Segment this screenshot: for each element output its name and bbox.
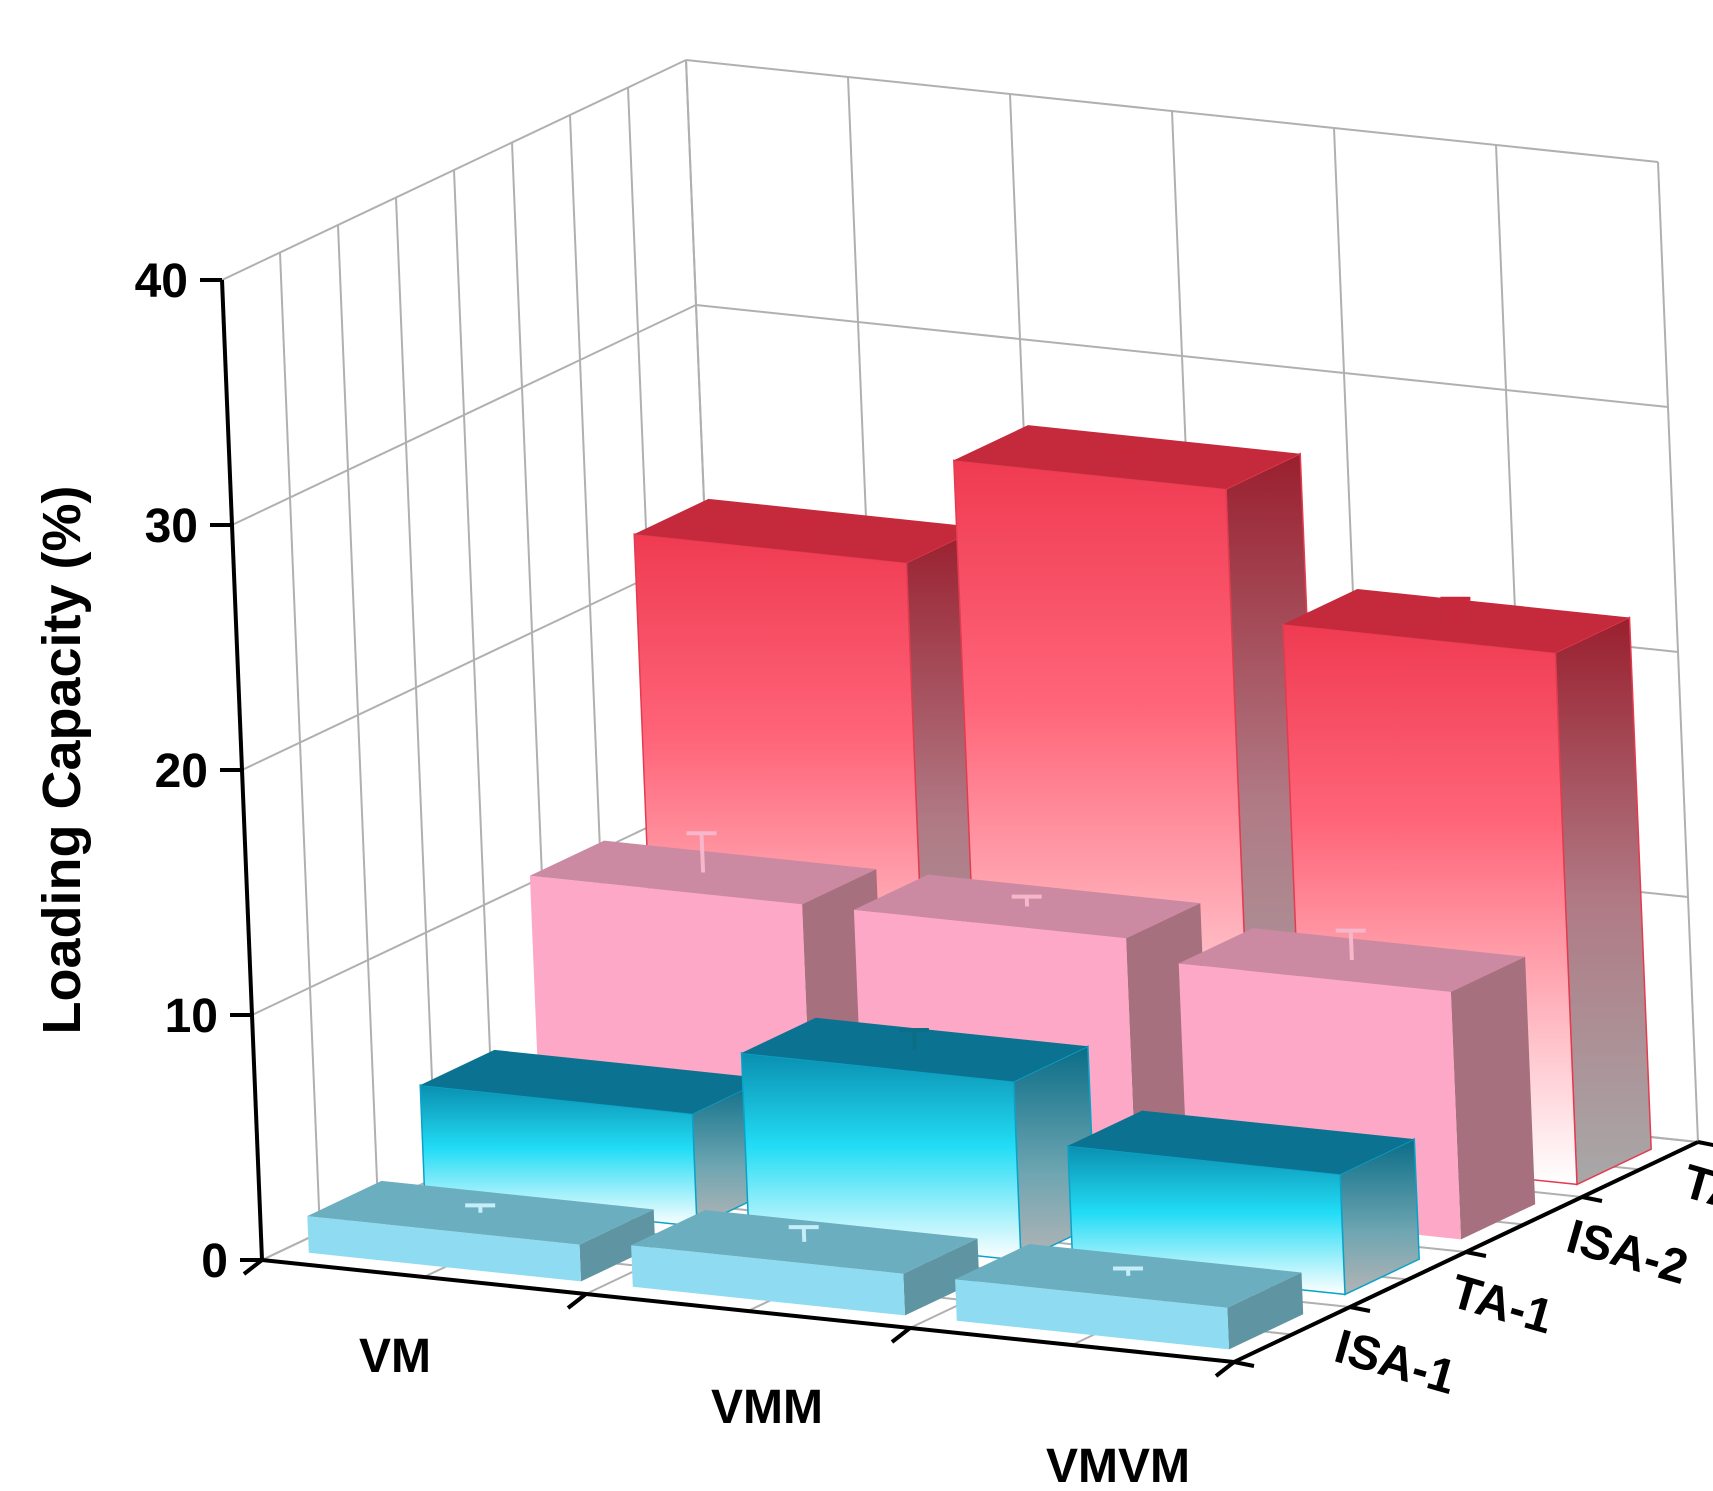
y-axis-tick	[1233, 1360, 1255, 1368]
bar-isa-1-vm	[307, 1180, 656, 1282]
bar-side-face	[1450, 956, 1536, 1240]
y-axis-tick	[1581, 1195, 1603, 1203]
z-tick-label: 10	[165, 990, 218, 1043]
category-label-vm: VM	[359, 1330, 431, 1383]
error-bar-stem	[911, 1029, 917, 1050]
back-wall-gridline-horizontal	[685, 59, 1659, 163]
bar-top-face	[420, 1049, 767, 1114]
depth-label-ta-2: TA-2	[1677, 1155, 1713, 1234]
bar-side-face	[579, 1209, 656, 1282]
bar-ta-1-vmm	[740, 1017, 1096, 1262]
bar-isa-1-vmm	[631, 1210, 980, 1316]
category-label-vmm: VMM	[711, 1381, 823, 1434]
bars-group	[307, 425, 1652, 1350]
error-bar-stem	[1453, 598, 1459, 621]
bar-side-face	[1227, 1272, 1304, 1350]
depth-label-isa-1: ISA-1	[1329, 1320, 1462, 1405]
x-axis-tick	[242, 1258, 264, 1276]
error-bar-stem	[699, 833, 706, 873]
bar-top-face	[1178, 928, 1526, 992]
axes-group	[200, 278, 1713, 1378]
back-wall-gridline-horizontal	[695, 304, 1669, 408]
bar-front-face	[631, 1245, 905, 1316]
x-axis-tick	[1214, 1360, 1236, 1378]
y-axis-tick	[1465, 1250, 1487, 1258]
left-wall-gridline-horizontal	[241, 549, 707, 771]
depth-label-ta-1: TA-1	[1445, 1265, 1559, 1344]
bar-front-face	[955, 1279, 1229, 1350]
x-axis-tick	[566, 1292, 588, 1310]
bar-side-face	[903, 1238, 980, 1316]
y-axis-tick	[1349, 1305, 1371, 1313]
x-axis-line	[261, 1258, 1235, 1364]
bar-front-face	[307, 1216, 581, 1282]
depth-label-isa-2: ISA-2	[1561, 1210, 1694, 1295]
left-wall-gridline-horizontal	[221, 59, 687, 281]
bar-top-face	[1067, 1110, 1415, 1175]
z-tick-label: 30	[145, 500, 198, 553]
z-tick-label: 40	[135, 255, 188, 308]
x-axis-tick	[890, 1326, 912, 1344]
error-bar-stem	[801, 1227, 807, 1242]
category-label-vmvm: VMVM	[1046, 1440, 1190, 1491]
left-wall-gridline-horizontal	[231, 304, 697, 526]
z-axis-title: Loading Capacity (%)	[32, 485, 92, 1034]
y-axis-tick	[1697, 1140, 1713, 1148]
z-tick-label: 0	[201, 1235, 228, 1288]
z-tick-label: 20	[155, 745, 208, 798]
left-wall-gridline-horizontal	[251, 794, 717, 1016]
error-bar-stem	[1348, 930, 1354, 961]
bar-isa-1-vmvm	[955, 1244, 1304, 1350]
